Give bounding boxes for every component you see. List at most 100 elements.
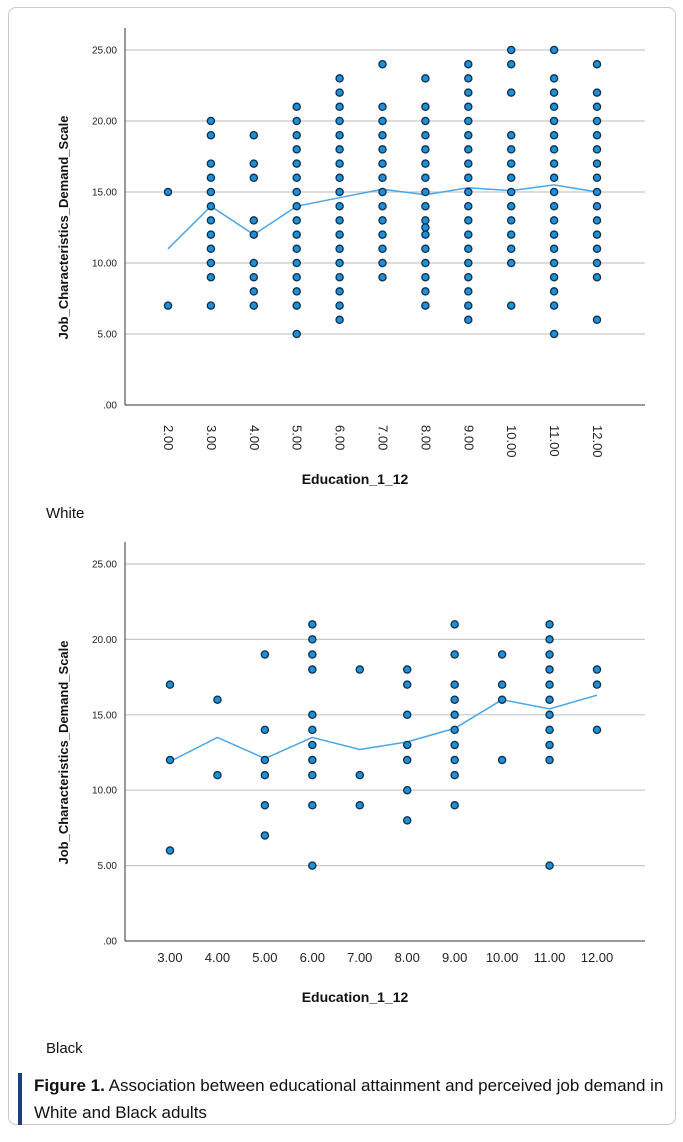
data-point	[402, 680, 412, 689]
data-point	[464, 145, 473, 154]
data-point	[213, 695, 222, 704]
data-point	[335, 201, 344, 211]
x-axis-title: Education_1_12	[302, 989, 409, 1005]
data-point	[421, 258, 430, 268]
data-point	[308, 740, 317, 750]
x-tick-label: 3.00	[204, 425, 219, 450]
data-point	[249, 216, 259, 225]
data-point	[545, 740, 554, 750]
x-tick-label: 2.00	[161, 425, 176, 450]
y-tick-label: 5.00	[98, 330, 118, 341]
data-point	[421, 159, 430, 168]
panel-label-black: Black	[46, 1040, 83, 1057]
data-point	[335, 301, 344, 310]
data-point	[450, 725, 459, 735]
data-point	[450, 770, 459, 780]
data-point	[549, 145, 559, 154]
data-point	[402, 785, 412, 795]
data-point	[378, 59, 387, 69]
data-point	[464, 102, 473, 112]
x-tick-label: 3.00	[157, 950, 182, 965]
data-point	[308, 801, 317, 810]
data-point	[549, 287, 559, 296]
data-point	[378, 145, 387, 154]
data-point	[378, 244, 387, 254]
data-point	[249, 287, 259, 296]
data-point	[335, 315, 344, 325]
data-point	[213, 770, 222, 780]
data-point	[545, 650, 554, 659]
data-point	[249, 173, 259, 183]
data-point	[378, 201, 387, 211]
mean-line	[169, 694, 598, 763]
y-tick-label: 15.00	[92, 188, 117, 199]
data-point	[549, 201, 559, 211]
data-point	[497, 680, 507, 689]
data-point	[592, 216, 602, 225]
data-point	[163, 187, 173, 197]
data-point	[249, 130, 259, 140]
data-point	[292, 116, 301, 126]
y-tick-label: .00	[103, 937, 117, 948]
data-point	[355, 665, 365, 674]
data-point	[206, 173, 216, 183]
data-point	[592, 173, 602, 183]
x-tick-label: 8.00	[395, 950, 420, 965]
data-point	[249, 272, 259, 282]
data-point	[545, 635, 554, 644]
data-point	[464, 244, 473, 254]
x-tick-label: 6.00	[300, 950, 325, 965]
data-point	[378, 130, 387, 140]
data-point	[335, 187, 344, 197]
data-point	[206, 159, 216, 168]
x-tick-label: 11.00	[547, 425, 562, 457]
data-point	[592, 116, 602, 126]
x-tick-label: 5.00	[252, 950, 277, 965]
data-point	[378, 116, 387, 126]
data-point	[292, 329, 301, 339]
data-point	[402, 755, 412, 765]
data-point	[335, 216, 344, 225]
data-point	[506, 159, 516, 168]
data-point	[464, 159, 473, 168]
data-point	[592, 680, 602, 689]
data-point	[592, 665, 602, 674]
x-tick-label: 7.00	[376, 425, 391, 450]
data-point	[421, 201, 430, 211]
data-point	[549, 244, 559, 254]
data-point	[506, 59, 516, 69]
data-point	[292, 244, 301, 254]
x-tick-label: 11.00	[534, 950, 566, 965]
data-point	[335, 287, 344, 296]
caption-accent-bar	[18, 1073, 22, 1125]
data-point	[335, 173, 344, 183]
x-tick-label: 7.00	[347, 950, 372, 965]
data-point	[592, 187, 602, 197]
data-point	[450, 740, 459, 750]
data-point	[421, 173, 430, 183]
data-point	[421, 216, 430, 225]
data-point	[308, 770, 317, 780]
data-point	[592, 315, 602, 325]
data-point	[206, 116, 216, 126]
data-point	[308, 650, 317, 659]
data-point	[549, 187, 559, 197]
data-point	[308, 725, 317, 735]
data-point	[545, 620, 554, 629]
data-point	[549, 88, 559, 97]
data-point	[464, 88, 473, 97]
data-point	[292, 216, 301, 225]
data-point	[378, 102, 387, 112]
data-point	[464, 230, 473, 239]
data-point	[165, 680, 175, 689]
data-point	[292, 102, 301, 112]
data-point	[592, 145, 602, 154]
data-point	[402, 816, 412, 825]
data-point	[206, 230, 216, 239]
data-point	[592, 102, 602, 112]
x-tick-label: 9.00	[442, 950, 467, 965]
data-point	[592, 201, 602, 211]
data-point	[549, 173, 559, 183]
y-tick-label: .00	[103, 401, 117, 412]
y-tick-label: 20.00	[92, 635, 117, 646]
